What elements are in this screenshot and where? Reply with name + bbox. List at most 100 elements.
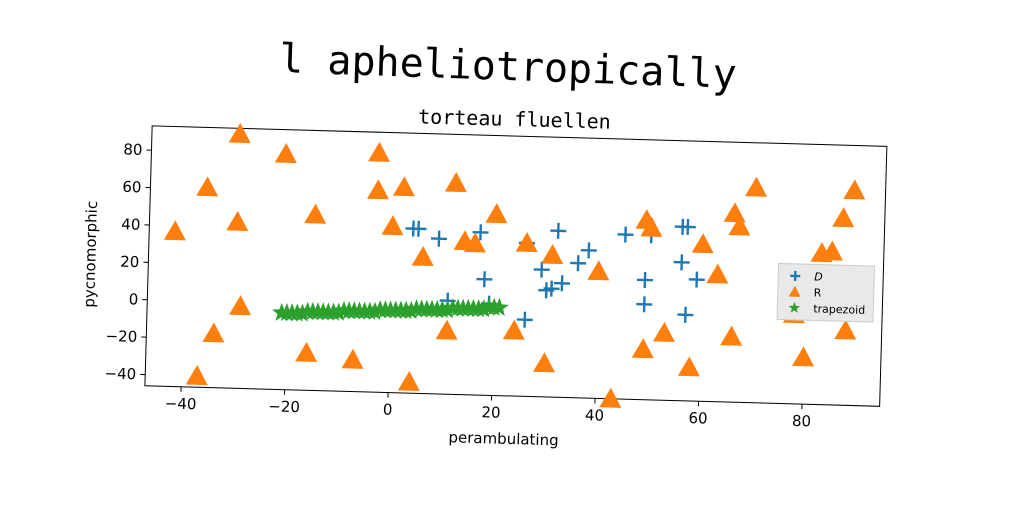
- data-point: [163, 220, 186, 241]
- data-point: [430, 230, 448, 247]
- data-point: [437, 300, 457, 319]
- data-point: [295, 341, 318, 362]
- data-point: [515, 232, 538, 253]
- data-point: [472, 224, 489, 241]
- data-point: [366, 179, 389, 200]
- data-point: [228, 122, 251, 144]
- data-point: [677, 306, 694, 323]
- y-tick-label: −20: [105, 327, 137, 346]
- y-tick-label: 0: [129, 290, 139, 308]
- data-point: [196, 176, 219, 197]
- legend-label-trapezoid: trapezoid: [813, 302, 865, 316]
- series-R: [163, 122, 866, 408]
- data-point: [720, 325, 743, 346]
- data-point: [652, 321, 675, 343]
- data-point: [631, 338, 654, 359]
- data-point: [476, 271, 493, 288]
- x-tick-label: −20: [268, 397, 300, 416]
- chart-subtitle: torteau fluellen: [418, 104, 611, 133]
- legend-marker-R: [788, 285, 801, 297]
- data-point: [381, 215, 404, 236]
- legend-marker-trapezoid: [788, 301, 801, 313]
- x-tick-label: 20: [481, 403, 501, 422]
- data-point: [640, 216, 663, 237]
- data-point: [728, 215, 751, 236]
- data-point: [410, 220, 427, 237]
- legend-marker-D: [790, 270, 801, 281]
- data-point: [541, 243, 564, 265]
- data-point: [580, 242, 597, 259]
- data-point: [832, 207, 855, 228]
- data-point: [435, 319, 458, 340]
- data-point: [341, 348, 364, 369]
- x-tick-label: 80: [792, 412, 812, 431]
- data-point: [274, 142, 297, 164]
- chart-title: l apheliotropically: [279, 36, 738, 98]
- data-point: [673, 254, 690, 271]
- plot-group: torteau fluellen −40 −20 0 20 40 60 80 −40 −20 0…: [80, 104, 888, 449]
- y-tick-label: 40: [121, 215, 141, 234]
- data-point: [516, 311, 533, 328]
- data-point: [792, 346, 815, 367]
- data-point: [474, 299, 494, 318]
- x-tick-label: 0: [383, 400, 393, 418]
- data-point: [185, 365, 208, 386]
- data-point: [485, 203, 508, 224]
- data-point: [411, 245, 434, 267]
- data-point: [691, 233, 714, 254]
- data-point: [677, 356, 700, 377]
- y-tick-label: 60: [122, 178, 142, 197]
- x-axis-label: perambulating: [448, 428, 559, 449]
- data-point: [365, 301, 385, 321]
- data-point: [202, 322, 225, 343]
- legend-label-D: D: [814, 270, 823, 283]
- data-point: [820, 240, 843, 261]
- data-point: [444, 172, 467, 193]
- data-point: [397, 370, 420, 392]
- data-point: [533, 352, 555, 373]
- data-point: [843, 179, 866, 200]
- data-point: [834, 319, 857, 340]
- plot-area: [144, 125, 888, 407]
- data-point: [304, 203, 327, 224]
- data-point: [688, 271, 705, 288]
- y-axis: −40 −20 0 20 40 60 80: [104, 140, 152, 383]
- data-point: [533, 261, 550, 278]
- data-point: [329, 302, 349, 321]
- data-point: [226, 210, 249, 231]
- x-tick-label: 60: [688, 409, 708, 428]
- legend-label-R: R: [814, 286, 822, 299]
- data-point: [463, 232, 486, 253]
- x-axis: −40 −20 0 20 40 60 80: [165, 386, 812, 431]
- data-point: [599, 387, 622, 408]
- data-point: [679, 218, 696, 235]
- x-tick-label: 40: [585, 406, 605, 425]
- data-point: [292, 303, 312, 322]
- data-point: [550, 222, 567, 239]
- data-marks: [163, 122, 866, 408]
- y-tick-label: −40: [104, 364, 136, 383]
- data-point: [570, 255, 587, 272]
- data-point: [543, 280, 560, 297]
- data-point: [617, 226, 634, 243]
- y-tick-label: 20: [120, 253, 140, 272]
- x-tick-label: −40: [165, 394, 197, 413]
- data-point: [502, 319, 525, 340]
- data-point: [392, 176, 415, 197]
- data-point: [553, 275, 571, 292]
- data-point: [368, 141, 390, 162]
- legend-box: [776, 262, 876, 323]
- series-trapezoid: [272, 297, 509, 322]
- data-point: [636, 296, 653, 313]
- data-point: [706, 263, 729, 284]
- data-point: [745, 176, 768, 197]
- data-point: [489, 297, 509, 316]
- y-axis-label: pycnomorphic: [80, 201, 101, 308]
- data-point: [636, 271, 653, 289]
- data-point: [229, 295, 252, 316]
- y-tick-label: 80: [123, 140, 143, 159]
- data-point: [587, 260, 610, 281]
- data-point: [401, 300, 421, 320]
